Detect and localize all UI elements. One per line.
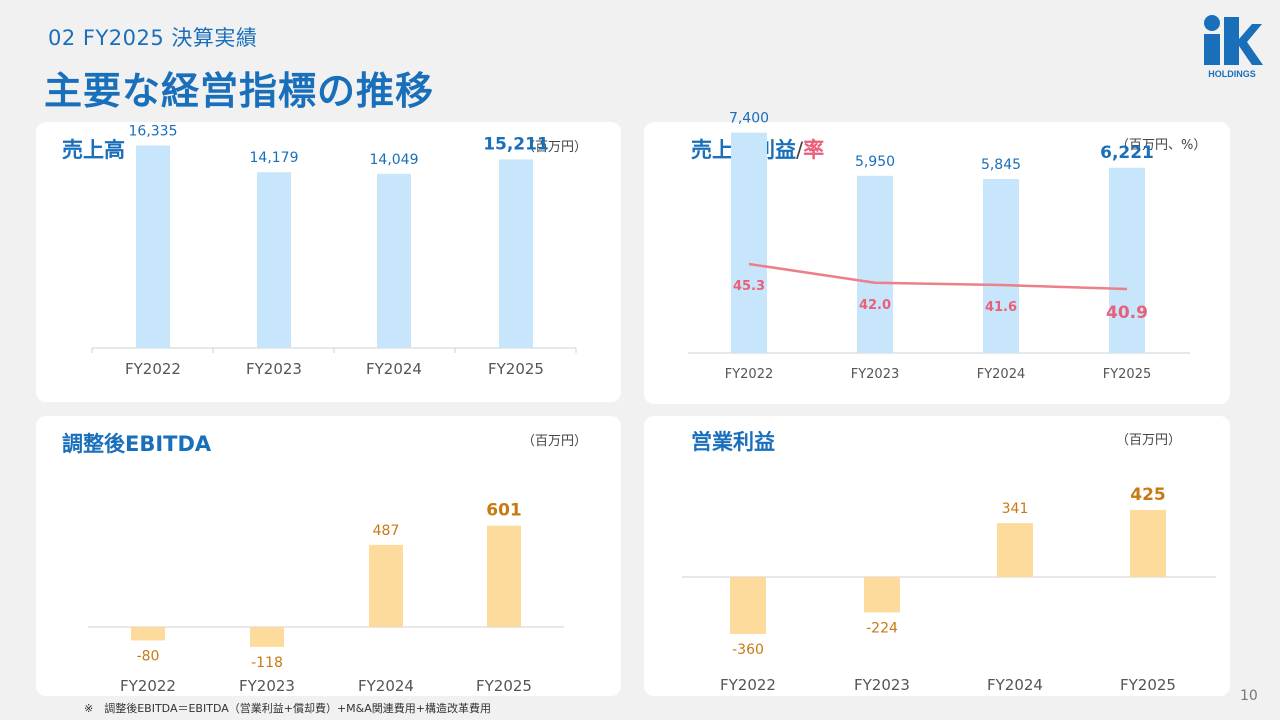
gross-value-label: 5,950 xyxy=(855,154,895,170)
ebitda-value-label: -80 xyxy=(137,648,160,664)
sales-bar xyxy=(377,173,411,348)
sales-bar xyxy=(257,172,291,348)
gross-margin-label: 45.3 xyxy=(733,279,765,294)
ebitda-value-label: -118 xyxy=(251,655,283,671)
ebitda-value-label: 601 xyxy=(486,501,522,521)
gross-category-label: FY2024 xyxy=(977,367,1026,382)
gross-bar xyxy=(983,178,1019,353)
sales-category-label: FY2025 xyxy=(488,360,544,378)
ebitda-bar xyxy=(250,627,284,647)
gross-margin-label: 41.6 xyxy=(985,300,1017,315)
op-value-label: 425 xyxy=(1130,485,1166,505)
op-category-label: FY2025 xyxy=(1120,676,1176,694)
gross-margin-label: 40.9 xyxy=(1106,303,1148,323)
page-title: 主要な経営指標の推移 xyxy=(44,69,435,113)
gross-profit-chart: 7,400 FY2022 5,950 FY2023 5,845 FY2024 6,221 FY… xyxy=(688,111,1190,382)
sales-category-label: FY2023 xyxy=(246,360,302,378)
op-value-label: -360 xyxy=(732,642,764,658)
sales-card: 売上高 （百万円） 16,335 FY2022 14,179 FY2023 14,049… xyxy=(36,122,621,402)
gross-value-label: 5,845 xyxy=(981,157,1021,173)
ebitda-category-label: FY2023 xyxy=(239,677,295,695)
gross-profit-unit: （百万円、%） xyxy=(1116,138,1207,153)
sales-unit: （百万円） xyxy=(522,140,588,155)
op-bar xyxy=(1130,509,1166,577)
ebitda-value-label: 487 xyxy=(373,523,400,539)
gross-category-label: FY2022 xyxy=(725,367,774,382)
gross-bar xyxy=(857,175,893,353)
gross-value-label: 6,221 xyxy=(1100,143,1154,163)
operating-profit-title: 営業利益 xyxy=(691,430,775,454)
sales-value-label: 14,049 xyxy=(370,152,419,168)
ebitda-bar xyxy=(131,627,165,641)
op-value-label: -224 xyxy=(866,620,898,636)
gross-margin-line xyxy=(748,262,1128,291)
ebitda-category-label: FY2022 xyxy=(120,677,176,695)
ebitda-card: 調整後EBITDA （百万円） -80 FY2022 -118 FY2023 487 FY… xyxy=(36,416,621,696)
sales-category-label: FY2024 xyxy=(366,360,422,378)
ebitda-title: 調整後EBITDA xyxy=(62,432,212,456)
section-heading: 02 FY2025 決算実績 xyxy=(48,26,258,50)
op-category-label: FY2022 xyxy=(720,676,776,694)
sales-bar xyxy=(136,145,170,348)
svg-text:HOLDINGS: HOLDINGS xyxy=(1208,69,1256,79)
sales-title: 売上高 xyxy=(62,138,125,162)
op-bar xyxy=(997,523,1033,577)
gross-profit-card: 売上総利益/率 （百万円、%） 7,400FY20225,950FY20235,… xyxy=(644,111,1230,404)
ebitda-bar xyxy=(369,544,403,627)
gross-profit-title-slash: / xyxy=(796,138,804,162)
ebitda-bar xyxy=(487,525,521,627)
sales-value-label: 14,179 xyxy=(250,150,299,166)
footnote: ※ 調整後EBITDA＝EBITDA（営業利益+償却費）+M&A関連費用+構造改… xyxy=(84,702,491,715)
operating-profit-unit: （百万円） xyxy=(1116,433,1182,448)
op-category-label: FY2024 xyxy=(987,676,1043,694)
gross-margin-label: 42.0 xyxy=(859,298,891,313)
gross-bar xyxy=(731,132,767,353)
ebitda-category-label: FY2024 xyxy=(358,677,414,695)
page-number: 10 xyxy=(1240,688,1258,704)
operating-profit-chart: -360 FY2022 -224 FY2023 341 FY2024 425 FY2025 xyxy=(682,485,1216,694)
sales-value-label: 16,335 xyxy=(129,123,178,139)
op-category-label: FY2023 xyxy=(854,676,910,694)
op-value-label: 341 xyxy=(1002,501,1029,517)
gross-value-label: 7,400 xyxy=(729,111,769,127)
sales-chart: 16,335 FY2022 14,179 FY2023 14,049 FY2024 15,2… xyxy=(91,123,577,378)
op-bar xyxy=(864,577,900,613)
sales-value-label: 15,211 xyxy=(483,134,549,154)
sales-bar xyxy=(499,159,533,348)
ebitda-category-label: FY2025 xyxy=(476,677,532,695)
sales-category-label: FY2022 xyxy=(125,360,181,378)
operating-profit-card: 営業利益 （百万円） -360 FY2022 -224 FY2023 341 FY2024… xyxy=(644,416,1230,696)
gross-category-label: FY2023 xyxy=(851,367,900,382)
gross-category-label: FY2025 xyxy=(1103,367,1152,382)
ik-holdings-logo: HOLDINGS xyxy=(1204,15,1263,79)
ebitda-chart: -80 FY2022 -118 FY2023 487 FY2024 601 FY2025 xyxy=(88,501,564,695)
ebitda-unit: （百万円） xyxy=(522,434,588,449)
gross-bar xyxy=(1109,167,1145,353)
op-bar xyxy=(730,577,766,634)
gross-profit-title-rate: 率 xyxy=(803,138,825,162)
